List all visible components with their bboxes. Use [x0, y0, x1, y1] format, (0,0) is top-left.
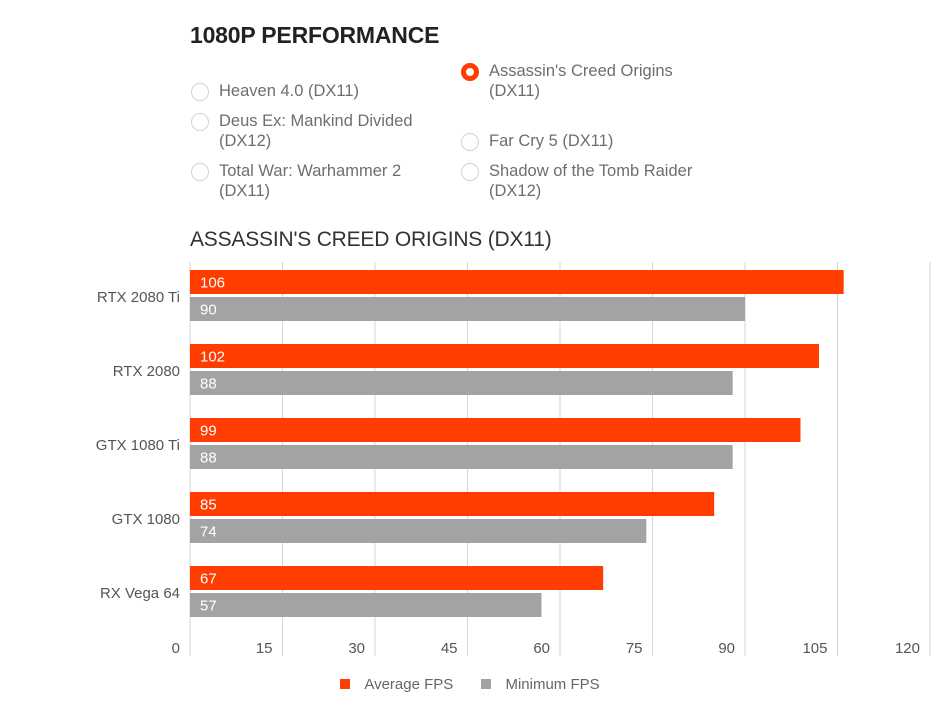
- category-label: GTX 1080 Ti: [96, 437, 180, 454]
- bar: [190, 418, 801, 442]
- option-label: Heaven 4.0 (DX11): [219, 82, 360, 100]
- x-tick-label: 120: [895, 640, 920, 657]
- category-label: RTX 2080 Ti: [97, 289, 180, 306]
- bar: [190, 519, 647, 543]
- radio-icon[interactable]: [191, 163, 209, 181]
- bar-value-label: 85: [200, 497, 217, 514]
- bar: [190, 593, 542, 617]
- x-tick-label: 30: [348, 640, 365, 657]
- x-tick-label: 15: [256, 640, 273, 657]
- chart-title: ASSASSIN'S CREED ORIGINS (DX11): [190, 228, 552, 251]
- x-tick-label: 60: [533, 640, 550, 657]
- legend-item-average[interactable]: Average FPS: [340, 676, 453, 693]
- legend-item-minimum[interactable]: Minimum FPS: [481, 676, 600, 693]
- bar-value-label: 102: [200, 349, 225, 366]
- bar-value-label: 67: [200, 571, 217, 588]
- category-label: GTX 1080: [112, 511, 180, 528]
- radio-icon[interactable]: [191, 113, 209, 131]
- bar-value-label: 99: [200, 423, 217, 440]
- x-tick-label: 45: [441, 640, 458, 657]
- legend-label-minimum: Minimum FPS: [505, 676, 600, 693]
- bar: [190, 492, 715, 516]
- category-label: RTX 2080: [113, 363, 180, 380]
- radio-icon[interactable]: [461, 163, 479, 181]
- radio-icon[interactable]: [461, 63, 479, 81]
- x-tick-label: 75: [626, 640, 643, 657]
- bar: [190, 344, 819, 368]
- bar: [190, 270, 844, 294]
- chart-legend: Average FPS Minimum FPS: [0, 676, 940, 693]
- bar-value-label: 88: [200, 376, 217, 393]
- option-label: Assassin's Creed Origins (DX11): [489, 62, 673, 100]
- bar-value-label: 90: [200, 302, 217, 319]
- legend-swatch-minimum: [481, 679, 492, 689]
- page-title: 1080P PERFORMANCE: [190, 22, 440, 48]
- bar: [190, 445, 733, 469]
- bar-chart: 106 90 RTX 2080 Ti 102 88 RTX 2080 99 88 GTX 108…: [96, 262, 931, 657]
- legend-swatch-average: [340, 679, 351, 689]
- bar: [190, 371, 733, 395]
- bar-value-label: 88: [200, 450, 217, 467]
- option-label: Far Cry 5 (DX11): [489, 132, 614, 150]
- option-label: Total War: Warhammer 2 (DX11): [219, 162, 402, 200]
- x-tick-label: 90: [718, 640, 735, 657]
- x-tick-label: 0: [172, 640, 180, 657]
- option-label: Shadow of the Tomb Raider (DX12): [489, 162, 693, 200]
- bar-value-label: 74: [200, 524, 217, 541]
- category-label: RX Vega 64: [100, 585, 180, 602]
- option-label: Deus Ex: Mankind Divided (DX12): [219, 112, 413, 150]
- legend-label-average: Average FPS: [364, 676, 454, 693]
- bar: [190, 566, 604, 590]
- radio-icon[interactable]: [191, 83, 209, 101]
- bar-value-label: 57: [200, 598, 217, 615]
- x-tick-label: 105: [802, 640, 827, 657]
- radio-icon[interactable]: [461, 133, 479, 151]
- bar-value-label: 106: [200, 275, 225, 292]
- bar: [190, 297, 745, 321]
